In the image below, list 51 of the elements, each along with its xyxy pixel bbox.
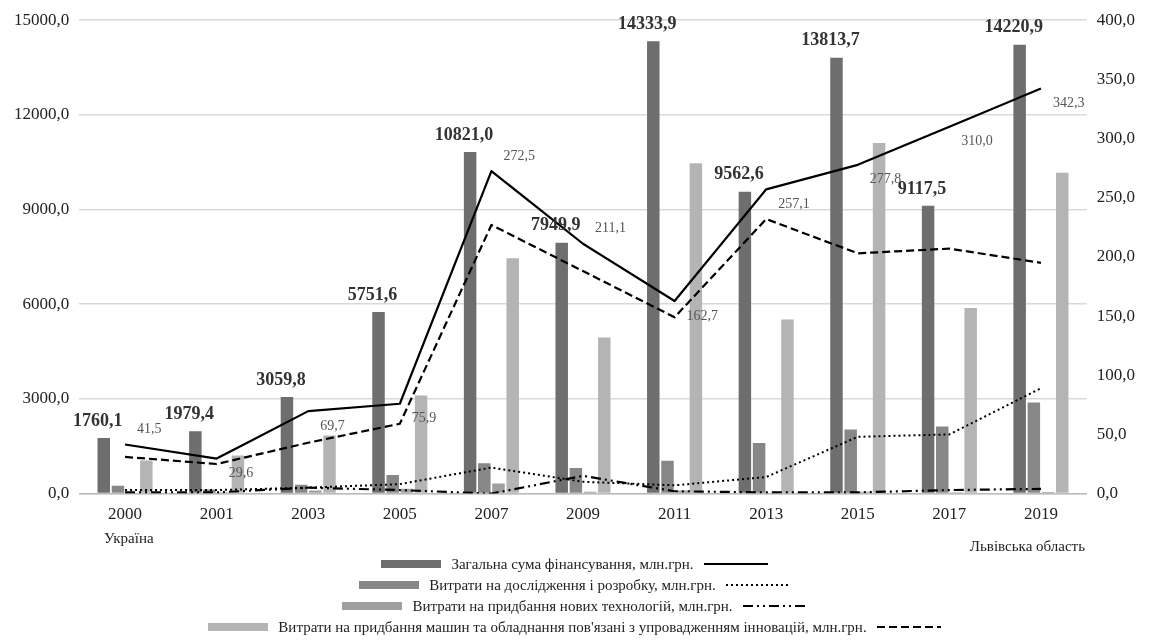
x-tick-label: 2007	[474, 504, 509, 524]
data-label: 41,5	[137, 421, 162, 437]
data-label: 14220,9	[984, 16, 1043, 37]
legend-label: Витрати на придбання машин та обладнання пов'язані з упровадженням інновацій, млн.грн.	[278, 618, 867, 636]
data-label: 162,7	[686, 307, 719, 323]
y2-tick-label: 400,0	[1096, 9, 1135, 29]
x-tick-label: 2017	[932, 504, 967, 524]
data-label: 3059,8	[256, 368, 306, 389]
data-label: 29,6	[228, 465, 254, 481]
y-tick-label: 0,0	[48, 483, 70, 503]
text: Україна	[104, 530, 154, 547]
data-label: 211,1	[595, 220, 626, 236]
y-tick-label: 6000,0	[22, 293, 70, 313]
y-tick-label: 12000,0	[14, 104, 70, 124]
y-tick-label: 15000,0	[14, 9, 70, 29]
data-label: 69,7	[320, 417, 345, 433]
data-label: 272,5	[503, 147, 535, 163]
data-label: 1760,1	[73, 409, 123, 430]
data-label: 257,1	[778, 195, 810, 211]
y2-tick-label: 100,0	[1096, 364, 1135, 384]
x-tick-label: 2011	[657, 504, 692, 524]
x-tick-label: 2003	[291, 504, 326, 524]
y-tick-label: 9000,0	[22, 199, 70, 219]
data-label: 9562,6	[714, 163, 764, 184]
y2-tick-label: 200,0	[1096, 246, 1135, 266]
x-tick-label: 2000	[108, 504, 143, 524]
x-tick-label: 2015	[840, 504, 875, 524]
y2-tick-label: 0,0	[1096, 483, 1118, 503]
y2-tick-label: 50,0	[1096, 423, 1127, 443]
legend-label: Витрати на дослідження і розробку, млн.грн.	[429, 576, 716, 594]
data-label: 10821,0	[434, 123, 494, 144]
text: Львівська область	[969, 538, 1085, 555]
data-label: 75,9	[411, 410, 437, 426]
x-tick-label: 2009	[566, 504, 600, 524]
y2-tick-label: 150,0	[1096, 305, 1135, 325]
data-label: 14333,9	[618, 12, 677, 33]
y2-tick-label: 250,0	[1096, 187, 1135, 207]
data-label: 310,0	[961, 133, 993, 149]
x-tick-label: 2005	[382, 504, 417, 524]
data-label: 1979,4	[164, 402, 215, 423]
x-tick-label: 2013	[749, 504, 784, 524]
legend-label: Витрати на придбання нових технологій, млн.грн.	[412, 597, 733, 615]
data-label: 5751,6	[347, 283, 398, 304]
x-tick-label: 2001	[199, 504, 234, 524]
x-tick-label: 2019	[1023, 504, 1058, 524]
y2-tick-label: 300,0	[1096, 128, 1135, 148]
legend-label: Загальна сума фінансування, млн.грн.	[451, 555, 694, 573]
y2-tick-label: 350,0	[1096, 68, 1135, 88]
data-label: 13813,7	[801, 29, 860, 50]
y-tick-label: 3000,0	[22, 388, 70, 408]
data-label: 342,3	[1052, 95, 1085, 111]
